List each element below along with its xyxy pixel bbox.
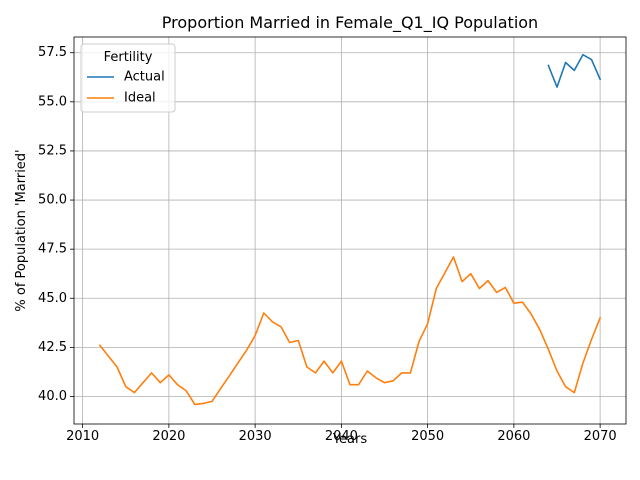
x-tick-label: 2060 (497, 429, 530, 444)
x-tick-label: 2040 (325, 429, 358, 444)
y-tick-label: 55.0 (38, 94, 67, 109)
y-tick-label: 42.5 (38, 340, 67, 355)
x-axis-ticks: 2010 2020 2030 2040 2050 2060 2070 (66, 424, 617, 444)
x-axis-label: Years (332, 432, 368, 447)
series-line-ideal (98, 256, 602, 406)
x-tick-label: 2070 (584, 429, 617, 444)
legend-title: Fertility (104, 50, 153, 65)
legend-box (80, 43, 176, 113)
legend-entries: Actual Ideal (87, 70, 165, 106)
legend-label-actual: Actual (124, 70, 165, 85)
x-tick-label: 2050 (411, 429, 444, 444)
y-axis-label: % of Population 'Married' (14, 149, 29, 311)
y-tick-label: 40.0 (38, 389, 67, 404)
x-tick-label: 2030 (239, 429, 272, 444)
series-line-actual (547, 53, 602, 88)
x-tick-label: 2010 (66, 429, 99, 444)
series-lines (98, 53, 602, 406)
y-tick-label: 57.5 (38, 45, 67, 60)
chart-title: Proportion Married in Female_Q1_IQ Popul… (162, 13, 538, 33)
legend: Fertility Actual Ideal (80, 43, 176, 113)
x-tick-label: 2020 (152, 429, 185, 444)
y-tick-label: 47.5 (38, 242, 67, 257)
y-axis-ticks: 40.0 42.5 45.0 47.5 50.0 52.5 55.0 57.5 (38, 45, 74, 404)
plot-frame (73, 36, 627, 425)
y-tick-label: 45.0 (38, 291, 67, 306)
y-tick-label: 50.0 (38, 193, 67, 208)
grid (74, 37, 626, 424)
y-tick-label: 52.5 (38, 143, 67, 158)
legend-label-ideal: Ideal (124, 91, 156, 106)
